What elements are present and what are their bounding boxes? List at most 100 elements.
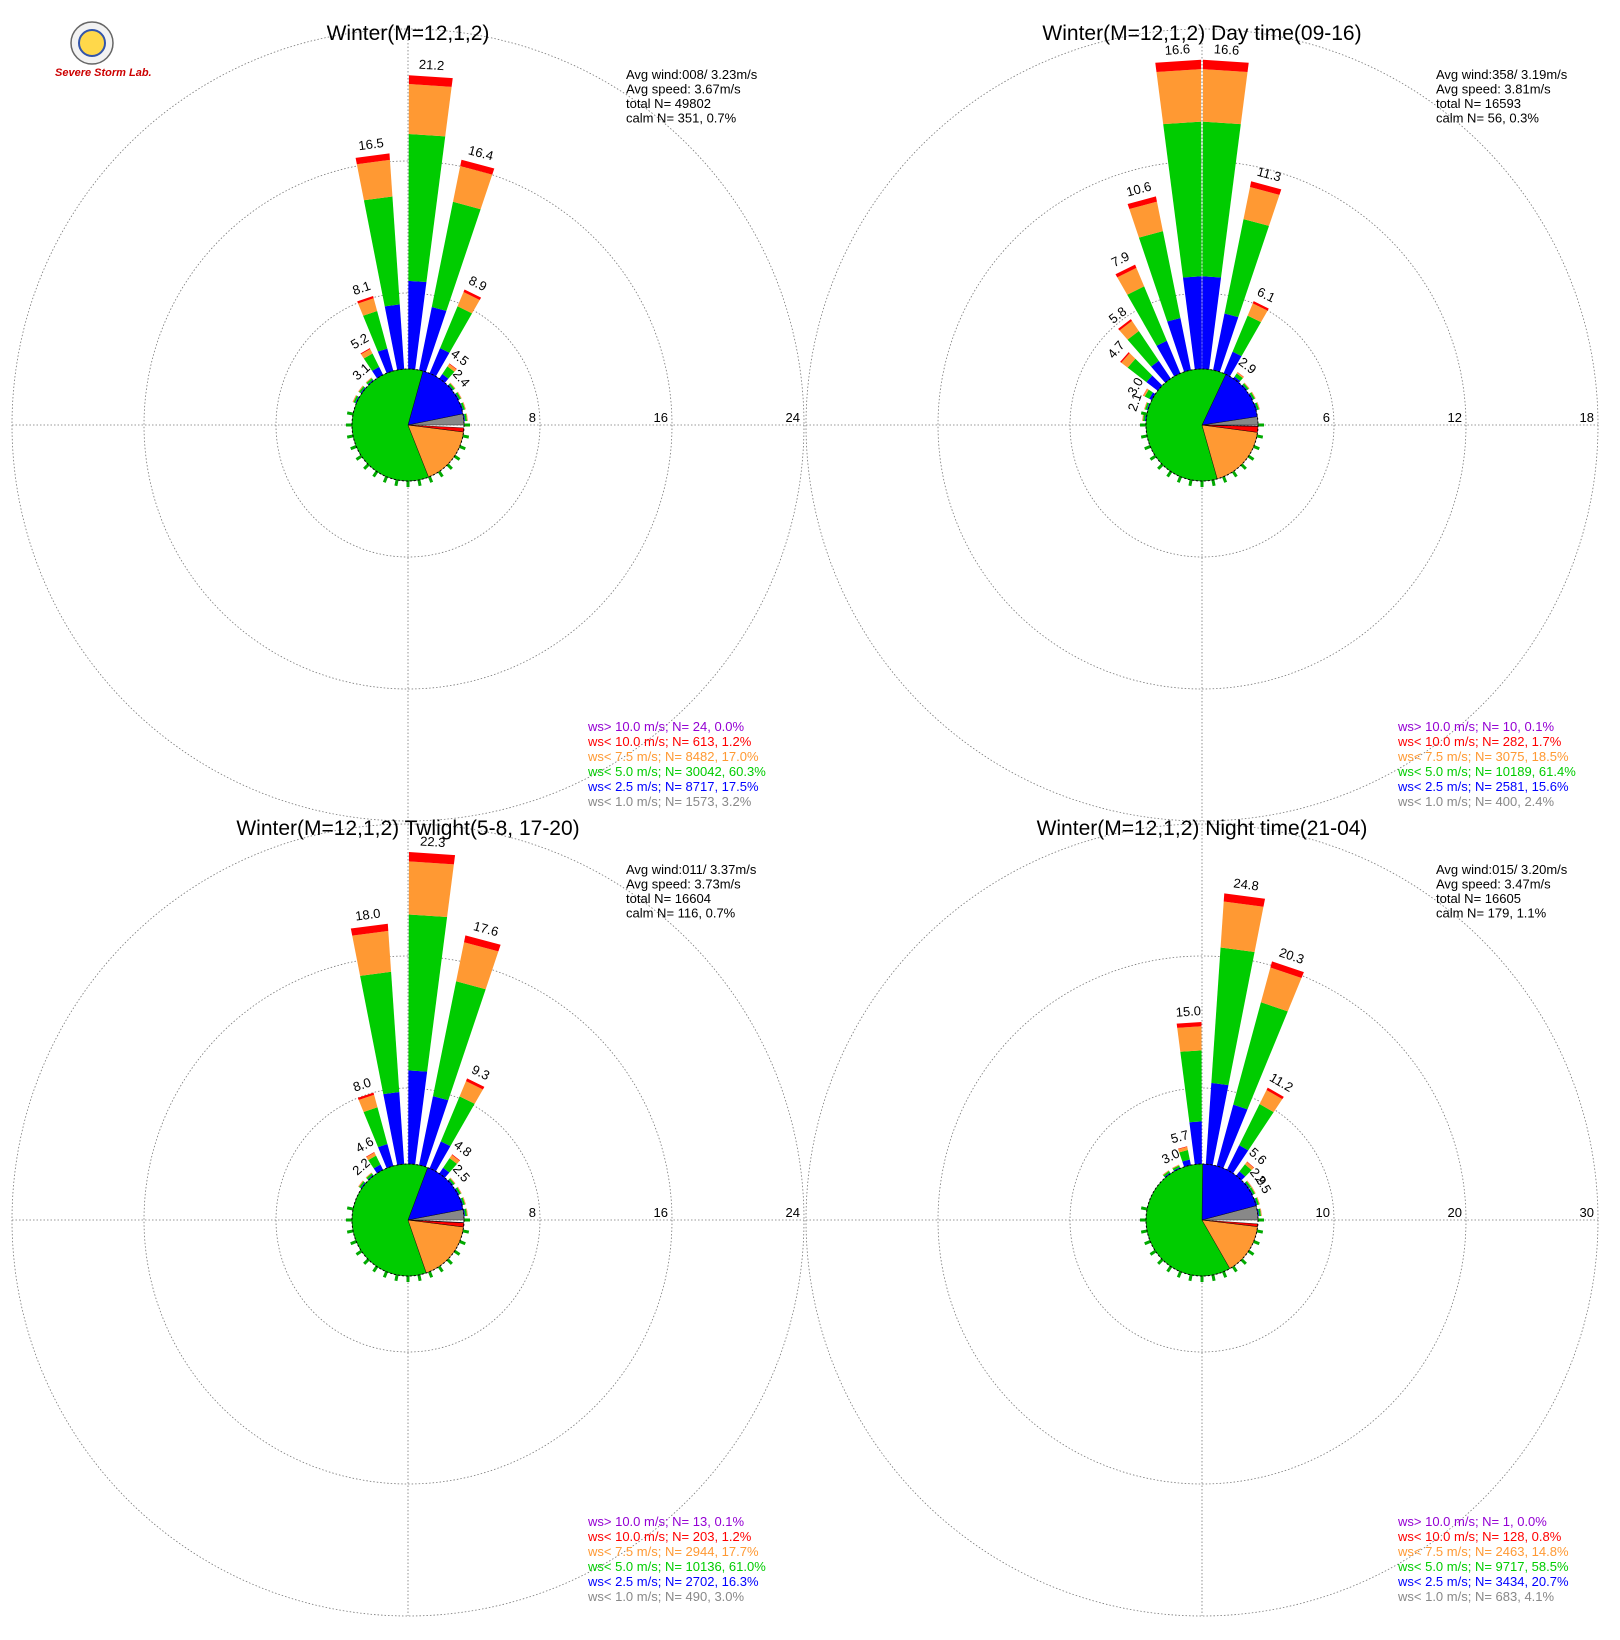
bar-segment — [1236, 1171, 1246, 1181]
bar-segment — [360, 1182, 366, 1189]
bar-segment — [1205, 1082, 1229, 1166]
bar-segment — [1254, 1197, 1260, 1206]
bar-segment — [365, 1172, 372, 1179]
bar-segment — [447, 384, 454, 391]
bar-value-label: 10.6 — [1125, 179, 1153, 200]
bar-segment — [1138, 231, 1181, 322]
stats-line: calm N= 116, 0.7% — [626, 906, 736, 921]
bar-segment — [1223, 351, 1242, 377]
bar-segment — [419, 1096, 449, 1167]
bar-value-label: 5.2 — [348, 330, 371, 352]
range-ring — [143, 160, 673, 690]
bar-value-label: 16.4 — [467, 142, 495, 163]
bar-segment — [464, 1208, 468, 1217]
bar-value-label: 21.2 — [418, 57, 444, 74]
bar-segment — [1180, 1050, 1202, 1123]
bar-segment — [464, 413, 468, 422]
bar-segment — [1236, 372, 1244, 379]
bar-segment — [358, 1181, 365, 1189]
bar-value-label: 20.3 — [1277, 945, 1306, 967]
bar-segment — [365, 377, 372, 383]
bar-segment — [1239, 1164, 1252, 1177]
minor-bar — [346, 1229, 354, 1234]
bar-segment — [1256, 402, 1260, 410]
legend-entry: ws> 10.0 m/s; N= 24, 0.0% — [587, 719, 745, 734]
minor-bar — [1211, 479, 1216, 487]
minor-bar — [462, 434, 470, 439]
logo-seal-inner — [78, 29, 106, 57]
minor-bar — [346, 1206, 354, 1211]
bar-segment — [1226, 1145, 1249, 1174]
minor-bar — [459, 1240, 466, 1246]
bar-segment — [1119, 320, 1139, 340]
bar-segment — [1163, 121, 1202, 278]
bar-segment — [352, 930, 392, 976]
bar-segment — [1155, 59, 1202, 73]
ring-label: 8 — [529, 410, 536, 425]
pie-outline — [351, 1163, 465, 1277]
bar-segment — [1162, 1170, 1169, 1175]
minor-bar — [453, 1249, 461, 1256]
legend-entry: ws< 2.5 m/s; N= 3434, 20.7% — [1397, 1574, 1569, 1589]
legend-entry: ws< 2.5 m/s; N= 2581, 15.6% — [1397, 779, 1569, 794]
pie-outline — [1145, 1163, 1259, 1277]
bar-value-label: 11.3 — [1256, 164, 1283, 185]
bar-segment — [457, 1186, 462, 1194]
bar-segment — [460, 1197, 466, 1206]
minor-bar — [446, 1258, 453, 1265]
bar-segment — [440, 1096, 475, 1147]
bar-segment — [353, 395, 359, 403]
minor-bar — [1140, 434, 1148, 439]
bar-segment — [1244, 382, 1250, 389]
bar-segment — [1120, 352, 1130, 363]
bar-segment — [365, 377, 372, 384]
bar-segment — [1257, 402, 1260, 410]
legend-entry: ws> 10.0 m/s; N= 1, 0.0% — [1397, 1514, 1547, 1529]
minor-bar — [1140, 1229, 1148, 1234]
legend-entry: ws< 5.0 m/s; N= 9717, 58.5% — [1397, 1559, 1569, 1574]
minor-bar — [1176, 476, 1182, 483]
bar-segment — [378, 1143, 394, 1169]
bar-segment — [432, 981, 486, 1101]
bar-segment — [456, 942, 499, 990]
minor-bar — [1211, 1274, 1216, 1282]
bar-value-label: 8.9 — [466, 273, 489, 294]
bar-segment — [449, 1177, 456, 1184]
minor-bar — [1240, 1258, 1247, 1265]
bar-value-label: 16.6 — [1164, 41, 1190, 58]
bar-segment — [442, 366, 455, 379]
bar-segment — [1253, 403, 1258, 411]
bar-segment — [352, 395, 357, 402]
bar-segment — [356, 159, 393, 201]
bar-segment — [457, 1186, 462, 1194]
bar-segment — [447, 1179, 454, 1186]
minor-bar — [1176, 1271, 1182, 1278]
bar-segment — [429, 1141, 451, 1172]
minor-bar — [394, 1274, 399, 1282]
bar-segment — [1266, 1087, 1284, 1100]
bar-value-label: 2.1 — [1125, 391, 1145, 413]
minor-bar — [1157, 1258, 1164, 1265]
bar-segment — [1256, 1197, 1260, 1205]
bar-segment — [358, 298, 378, 316]
bar-segment — [365, 1172, 372, 1178]
bar-segment — [1121, 353, 1136, 368]
bar-segment — [457, 391, 462, 399]
pie-outline — [1145, 368, 1259, 482]
pie-slice — [407, 1219, 465, 1224]
bar-value-label: 24.8 — [1233, 875, 1260, 893]
minor-bar — [346, 434, 354, 439]
bar-value-label: 7.9 — [1109, 248, 1132, 269]
bar-segment — [431, 201, 481, 311]
minor-bar — [350, 1240, 357, 1246]
ring-label: 8 — [529, 1205, 536, 1220]
bar-segment — [1245, 1181, 1252, 1189]
bar-segment — [419, 306, 447, 372]
bar-segment — [462, 402, 466, 410]
bar-segment — [1241, 384, 1248, 391]
bar-segment — [1202, 59, 1249, 73]
minor-bar — [1157, 463, 1164, 470]
bar-segment — [360, 971, 400, 1095]
stats-line: Avg wind:011/ 3.37m/s — [626, 862, 757, 877]
